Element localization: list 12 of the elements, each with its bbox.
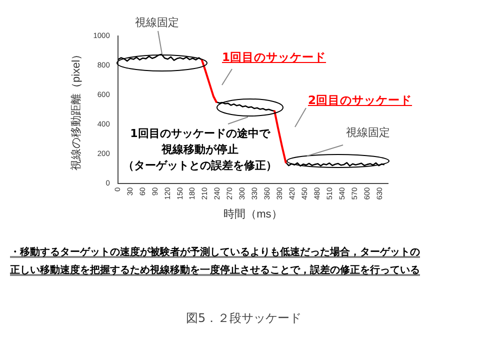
text: 視線固定 bbox=[135, 16, 179, 30]
annotation: 視線固定 bbox=[346, 126, 390, 140]
caption: 図5．２段サッケード bbox=[186, 311, 302, 326]
y-axis-title: 視線の移動距離（pixel） bbox=[70, 48, 83, 170]
annotation: 1回目のサッケードの途中で bbox=[130, 127, 270, 140]
x-axis-title: 時間（ms） bbox=[224, 207, 282, 220]
text: ・移動するターゲットの速度が被験者が予測しているよりも低速だった場合，ターゲットの bbox=[10, 245, 420, 260]
annotation: 2回目のサッケード bbox=[308, 93, 412, 108]
annotation: 1回目のサッケード bbox=[222, 50, 326, 65]
annotation: （ターゲットとの誤差を修正） bbox=[123, 159, 277, 172]
text: 正しい移動速度を把握するため視線移動を一度停止させることで，誤差の修正を行っている bbox=[10, 263, 420, 278]
annotation: 視線移動が停止 bbox=[162, 143, 238, 156]
